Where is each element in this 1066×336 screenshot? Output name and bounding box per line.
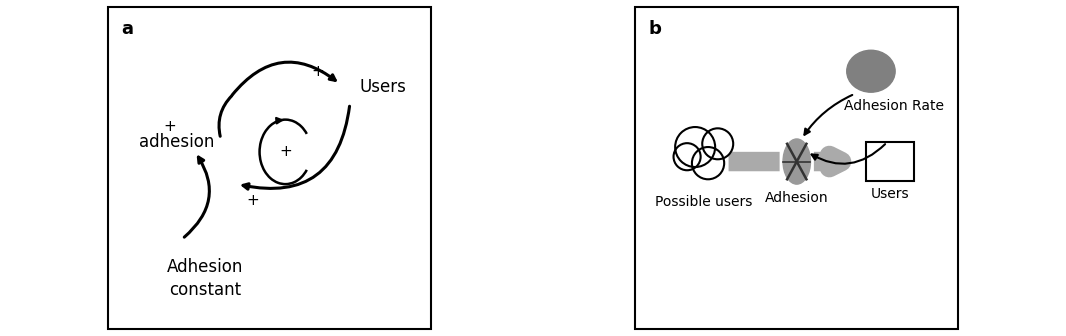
Text: a: a [120,19,133,38]
FancyBboxPatch shape [635,7,958,329]
Text: +: + [163,119,176,134]
Ellipse shape [784,139,810,184]
FancyBboxPatch shape [108,7,431,329]
Text: Adhesion Rate: Adhesion Rate [843,99,943,113]
Text: Users: Users [871,187,909,201]
Text: +: + [279,144,292,159]
Text: +: + [311,64,324,79]
Text: +: + [246,193,259,208]
Text: Users: Users [359,78,406,96]
Text: Adhesion: Adhesion [765,191,828,205]
Circle shape [702,128,733,159]
Circle shape [674,143,700,170]
Text: Adhesion
constant: Adhesion constant [166,258,243,298]
Ellipse shape [846,50,895,92]
Text: Possible users: Possible users [655,196,752,209]
Circle shape [675,127,715,167]
FancyBboxPatch shape [866,142,915,181]
Text: b: b [648,19,661,38]
Circle shape [692,147,724,179]
Text: adhesion: adhesion [139,133,214,151]
